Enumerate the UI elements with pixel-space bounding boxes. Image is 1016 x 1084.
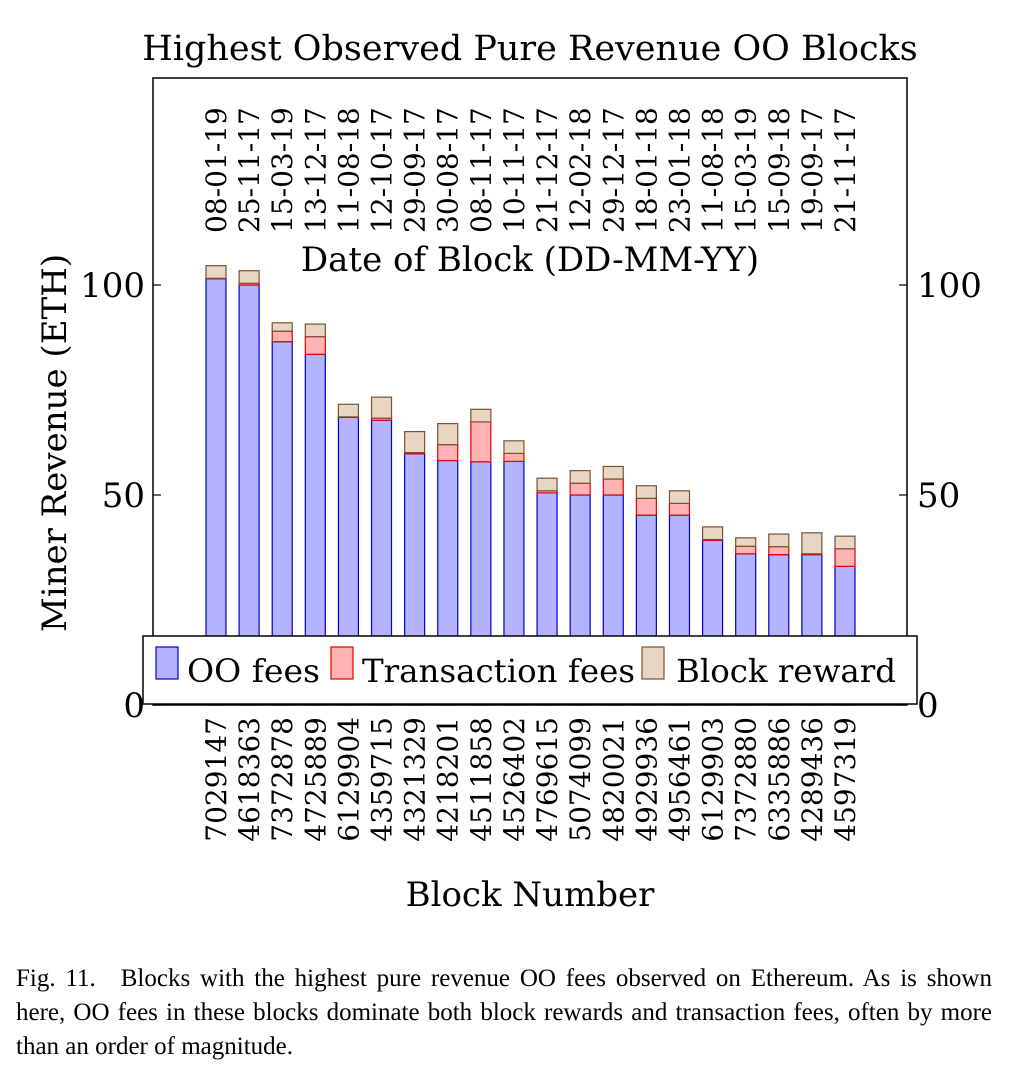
x2-tick-label-date: 15-09-18 <box>763 107 796 233</box>
x2-tick-label-date: 21-11-17 <box>829 107 862 233</box>
y-tick-label-right: 50 <box>917 476 960 516</box>
y-axis-label: Miner Revenue (ETH) <box>35 254 75 632</box>
x2-tick-label-date: 30-08-17 <box>432 107 465 233</box>
legend-box <box>142 635 918 705</box>
legend-swatch <box>155 646 179 680</box>
bar-transaction-fees-4725889 <box>304 336 326 355</box>
x-tick-label-block: 4769615 <box>531 717 564 842</box>
bar-block-reward-6129903 <box>701 526 724 541</box>
x-tick-label-block: 6129903 <box>697 717 730 842</box>
x2-tick-label-date: 11-08-18 <box>332 107 365 233</box>
x2-tick-label-date: 21-12-17 <box>531 107 564 233</box>
x-tick-label-block: 4511858 <box>465 717 498 842</box>
x-tick-label-block: 4597319 <box>829 717 862 842</box>
ticks-layer: 0 0 50 50 100 100 7029147 08-01-19 4618363 25-11-… <box>80 107 982 842</box>
legend-label: Transaction fees <box>362 652 635 690</box>
bar-block-reward-7372880 <box>735 537 757 547</box>
chart: Highest Observed Pure Revenue OO Blocks … <box>35 29 982 915</box>
bar-transaction-fees-7372880 <box>735 545 757 555</box>
x-tick-label-block: 4526402 <box>498 717 531 842</box>
x-tick-label-block: 4218201 <box>432 717 465 842</box>
x2-tick-label-date: 29-12-17 <box>597 107 630 233</box>
x-axis-label: Block Number <box>406 875 656 915</box>
bar-block-reward-4511858 <box>470 408 492 423</box>
y-tick-label-right: 0 <box>917 686 939 726</box>
x2-tick-label-date: 10-11-17 <box>498 107 531 233</box>
bar-block-reward-5074099 <box>569 470 591 484</box>
bar-block-reward-4956461 <box>668 490 691 504</box>
x-tick-label-block: 4618363 <box>233 717 266 842</box>
x2-tick-label-date: 11-08-18 <box>697 107 730 233</box>
bar-transaction-fees-7372878 <box>271 330 293 343</box>
bar-transaction-fees-5074099 <box>569 482 591 496</box>
x-tick-label-block: 4359715 <box>366 717 399 842</box>
legend-label: OO fees <box>187 652 320 690</box>
bar-block-reward-4321329 <box>404 430 426 454</box>
x2-tick-label-date: 15-03-19 <box>266 107 299 233</box>
x-tick-label-block: 5074099 <box>564 717 597 842</box>
bar-transaction-fees-4956461 <box>668 502 691 516</box>
y-tick-label-right: 100 <box>917 266 982 306</box>
bar-transaction-fees-4511858 <box>470 421 492 463</box>
bar-block-reward-4289436 <box>801 532 823 555</box>
figure-caption: Fig. 11. Blocks with the highest pure re… <box>16 965 992 1060</box>
x-tick-label-block: 4929936 <box>630 717 663 842</box>
y-tick-label-left: 0 <box>123 686 145 726</box>
bar-block-reward-4359715 <box>370 396 393 419</box>
bar-transaction-fees-4218201 <box>437 444 459 462</box>
bar-block-reward-4769615 <box>536 477 558 492</box>
bar-block-reward-7029147 <box>205 265 227 279</box>
x2-axis-label: Date of Block (DD-MM-YY) <box>301 240 759 280</box>
x2-tick-label-date: 29-09-17 <box>399 107 432 233</box>
bar-block-reward-4218201 <box>437 423 459 446</box>
legend-label: Block reward <box>676 652 896 690</box>
x-tick-label-block: 7029147 <box>200 717 233 842</box>
bar-block-reward-6335886 <box>768 533 790 548</box>
bar-block-reward-4618363 <box>238 270 260 284</box>
bar-transaction-fees-4929936 <box>635 497 657 516</box>
bar-block-reward-4725889 <box>304 323 326 338</box>
x2-tick-label-date: 13-12-17 <box>299 107 332 233</box>
x2-tick-label-date: 18-01-18 <box>630 107 663 233</box>
x-tick-label-block: 4820021 <box>597 717 630 842</box>
y-tick-label-left: 100 <box>80 266 145 306</box>
plot-frame <box>152 77 908 706</box>
bar-block-reward-7372878 <box>271 322 293 332</box>
x-tick-label-block: 4321329 <box>399 717 432 842</box>
bar-transaction-fees-6335886 <box>768 546 790 556</box>
x-tick-label-block: 4956461 <box>663 717 696 842</box>
legend: OO fees Transaction fees Block reward <box>142 635 918 705</box>
bar-block-reward-4526402 <box>503 440 525 455</box>
x-tick-label-block: 7372880 <box>730 717 763 842</box>
bar-block-reward-4820021 <box>602 465 624 480</box>
bar-transaction-fees-4597319 <box>834 548 856 568</box>
x2-tick-label-date: 25-11-17 <box>233 107 266 233</box>
chart-title: Highest Observed Pure Revenue OO Blocks <box>142 29 917 69</box>
x2-tick-label-date: 23-01-18 <box>663 107 696 233</box>
x2-tick-label-date: 08-11-17 <box>465 107 498 233</box>
x2-tick-label-date: 15-03-19 <box>730 107 763 233</box>
x2-tick-label-date: 08-01-19 <box>200 107 233 233</box>
bar-transaction-fees-4820021 <box>602 478 624 496</box>
x-tick-label-block: 6335886 <box>763 717 796 842</box>
y-tick-label-left: 50 <box>102 476 145 516</box>
bar-block-reward-4929936 <box>635 485 657 499</box>
legend-swatch <box>330 646 354 680</box>
x-tick-label-block: 7372878 <box>266 717 299 842</box>
x2-tick-label-date: 12-02-18 <box>564 107 597 233</box>
x2-tick-label-date: 19-09-17 <box>796 107 829 233</box>
x2-tick-label-date: 12-10-17 <box>366 107 399 233</box>
x-tick-label-block: 4725889 <box>299 717 332 842</box>
bar-transaction-fees-4526402 <box>503 452 525 463</box>
bar-block-reward-6129904 <box>337 403 360 418</box>
x-tick-label-block: 6129904 <box>332 717 365 842</box>
x-tick-label-block: 4289436 <box>796 717 829 842</box>
legend-swatch <box>641 646 665 680</box>
bar-block-reward-4597319 <box>834 535 856 550</box>
